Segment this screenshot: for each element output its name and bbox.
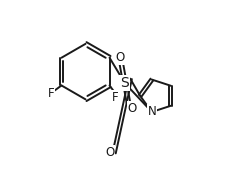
Text: S: S bbox=[121, 76, 129, 90]
Text: F: F bbox=[111, 91, 118, 104]
Text: N: N bbox=[148, 105, 156, 118]
Text: O: O bbox=[128, 102, 137, 115]
Text: F: F bbox=[47, 87, 54, 100]
Text: O: O bbox=[105, 146, 115, 159]
Text: O: O bbox=[116, 51, 125, 64]
